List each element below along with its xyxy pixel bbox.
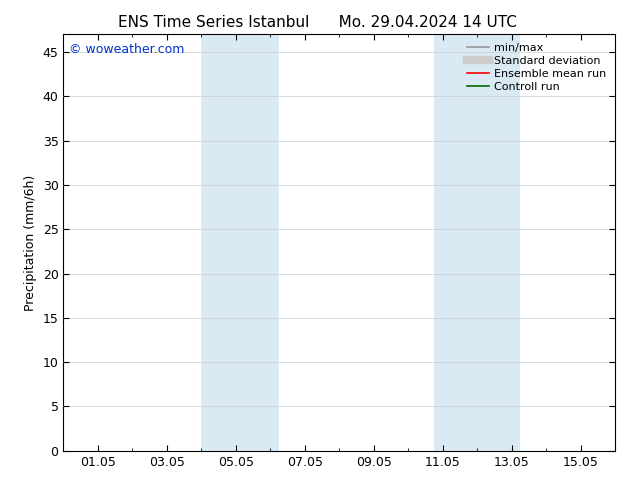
- Bar: [460, 34, 520, 451]
- Y-axis label: Precipitation (mm/6h): Precipitation (mm/6h): [24, 174, 37, 311]
- Text: ENS Time Series Istanbul      Mo. 29.04.2024 14 UTC: ENS Time Series Istanbul Mo. 29.04.2024 …: [117, 15, 517, 30]
- Text: © woweather.com: © woweather.com: [69, 43, 184, 56]
- Legend: min/max, Standard deviation, Ensemble mean run, Controll run: min/max, Standard deviation, Ensemble me…: [464, 40, 609, 95]
- Bar: [227, 34, 279, 451]
- Bar: [202, 34, 227, 451]
- Bar: [434, 34, 460, 451]
